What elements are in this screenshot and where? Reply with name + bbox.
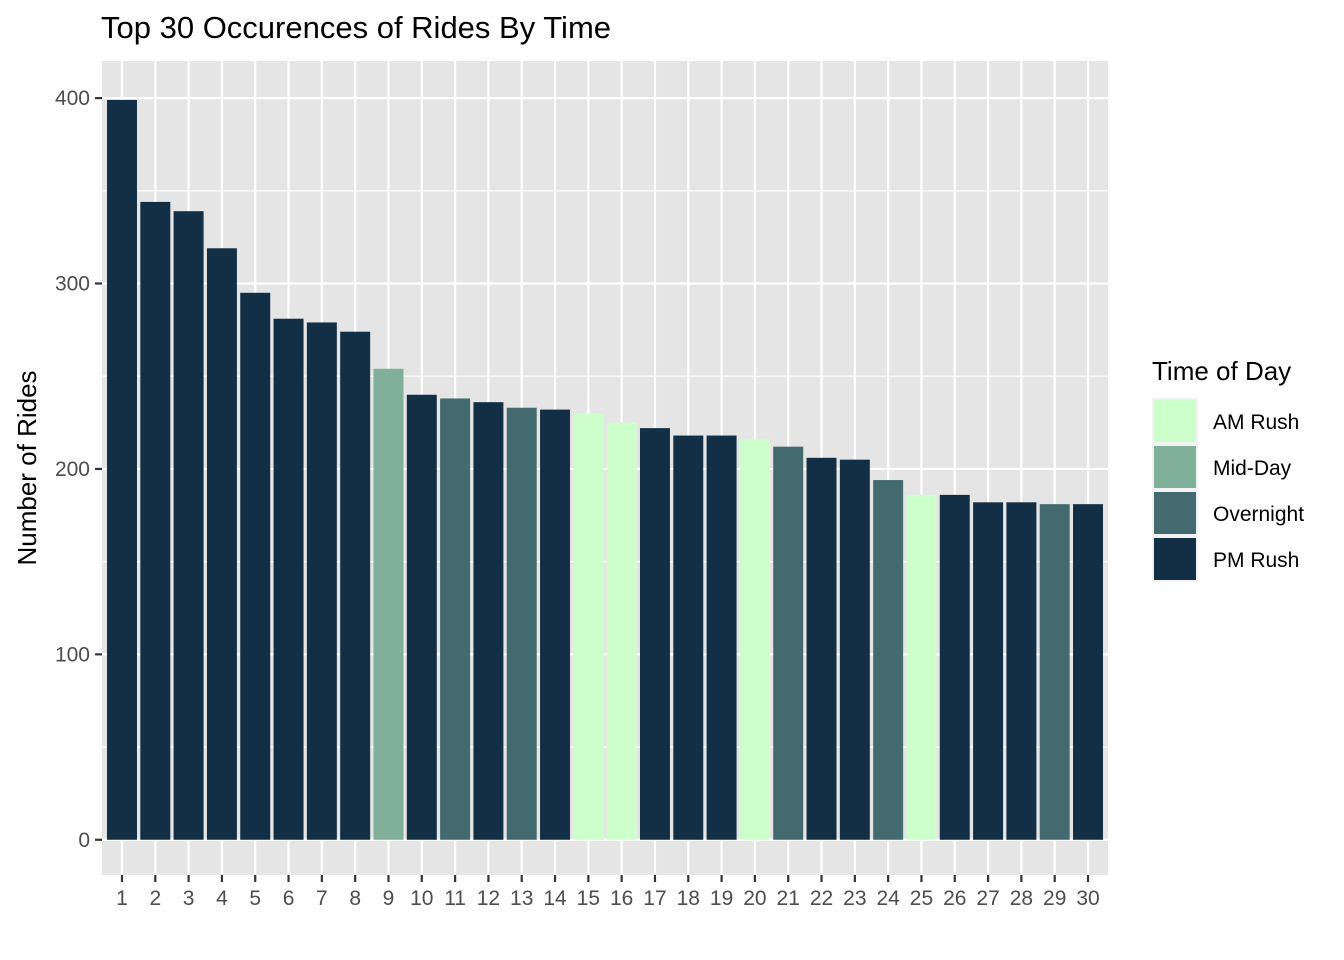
bar-12 xyxy=(473,402,504,840)
bar-21 xyxy=(773,446,804,840)
x-tick-label: 14 xyxy=(543,887,567,910)
y-axis-title: Number of Rides xyxy=(12,370,42,565)
x-tick-label: 15 xyxy=(577,887,600,910)
x-tick-label: 3 xyxy=(183,887,195,910)
bar-23 xyxy=(839,459,870,840)
bar-26 xyxy=(939,494,970,840)
bar-29 xyxy=(1039,504,1070,840)
x-tick-label: 1 xyxy=(116,887,128,910)
bar-24 xyxy=(873,480,904,840)
x-tick-label: 4 xyxy=(216,887,228,910)
x-tick-label: 6 xyxy=(283,887,295,910)
bars xyxy=(106,99,1104,840)
bar-11 xyxy=(440,398,471,840)
x-tick-label: 30 xyxy=(1076,887,1099,910)
bar-16 xyxy=(606,422,637,840)
y-tick-label: 400 xyxy=(55,87,90,110)
x-tick-label: 8 xyxy=(349,887,361,910)
legend: AM Rush Mid-Day Overnight PM Rush xyxy=(1152,398,1304,582)
bar-28 xyxy=(1006,502,1037,840)
bar-19 xyxy=(706,435,737,840)
x-tick-label: 19 xyxy=(710,887,733,910)
x-tick-label: 21 xyxy=(777,887,800,910)
bar-3 xyxy=(173,211,204,840)
legend-swatch xyxy=(1154,400,1196,442)
x-tick-label: 23 xyxy=(843,887,866,910)
bar-30 xyxy=(1073,504,1104,840)
x-tick-label: 2 xyxy=(149,887,161,910)
bar-14 xyxy=(540,409,571,840)
x-tick-label: 10 xyxy=(410,887,433,910)
y-tick-label: 300 xyxy=(55,273,90,296)
x-tick-label: 28 xyxy=(1010,887,1033,910)
x-tick-label: 16 xyxy=(610,887,633,910)
bar-8 xyxy=(340,331,371,840)
x-tick-label: 7 xyxy=(316,887,328,910)
y-tick-label: 0 xyxy=(78,829,90,852)
bar-2 xyxy=(140,201,171,840)
bar-18 xyxy=(673,435,704,840)
bar-10 xyxy=(406,394,437,840)
bar-9 xyxy=(373,368,404,840)
bar-22 xyxy=(806,457,837,840)
legend-swatch xyxy=(1154,492,1196,534)
x-tick-label: 11 xyxy=(444,887,466,910)
x-tick-label: 18 xyxy=(677,887,700,910)
y-tick-label: 100 xyxy=(55,643,90,666)
legend-label: AM Rush xyxy=(1213,411,1299,434)
bar-20 xyxy=(739,439,770,840)
x-tick-label: 25 xyxy=(910,887,933,910)
bar-13 xyxy=(506,407,537,840)
bar-17 xyxy=(639,428,670,840)
bar-27 xyxy=(973,502,1004,840)
x-tick-label: 20 xyxy=(743,887,766,910)
x-tick-label: 12 xyxy=(477,887,500,910)
x-axis: 1 2 3 4 5 6 7 8 9 10 11 12 13 14 15 16 17 18 19 20 21 22 23 24 2… xyxy=(116,875,1100,910)
legend-label: Mid-Day xyxy=(1213,457,1292,480)
y-axis: 0 100 200 300 400 xyxy=(55,87,102,852)
chart-title: Top 30 Occurences of Rides By Time xyxy=(101,10,611,45)
y-tick-label: 200 xyxy=(55,458,90,481)
x-tick-label: 17 xyxy=(643,887,666,910)
legend-title: Time of Day xyxy=(1152,356,1291,386)
x-tick-label: 26 xyxy=(943,887,966,910)
bar-4 xyxy=(206,248,237,840)
x-tick-label: 13 xyxy=(510,887,533,910)
bar-7 xyxy=(306,322,337,840)
legend-label: Overnight xyxy=(1213,503,1304,526)
bar-15 xyxy=(573,413,604,840)
legend-swatch xyxy=(1154,446,1196,488)
x-tick-label: 29 xyxy=(1043,887,1066,910)
x-tick-label: 27 xyxy=(976,887,999,910)
bar-1 xyxy=(106,99,137,840)
bar-6 xyxy=(273,318,304,840)
x-tick-label: 22 xyxy=(810,887,833,910)
legend-label: PM Rush xyxy=(1213,549,1299,572)
bar-5 xyxy=(240,292,271,840)
bar-25 xyxy=(906,494,937,840)
x-tick-label: 9 xyxy=(383,887,395,910)
x-tick-label: 5 xyxy=(249,887,261,910)
x-tick-label: 24 xyxy=(876,887,900,910)
legend-swatch xyxy=(1154,538,1196,580)
